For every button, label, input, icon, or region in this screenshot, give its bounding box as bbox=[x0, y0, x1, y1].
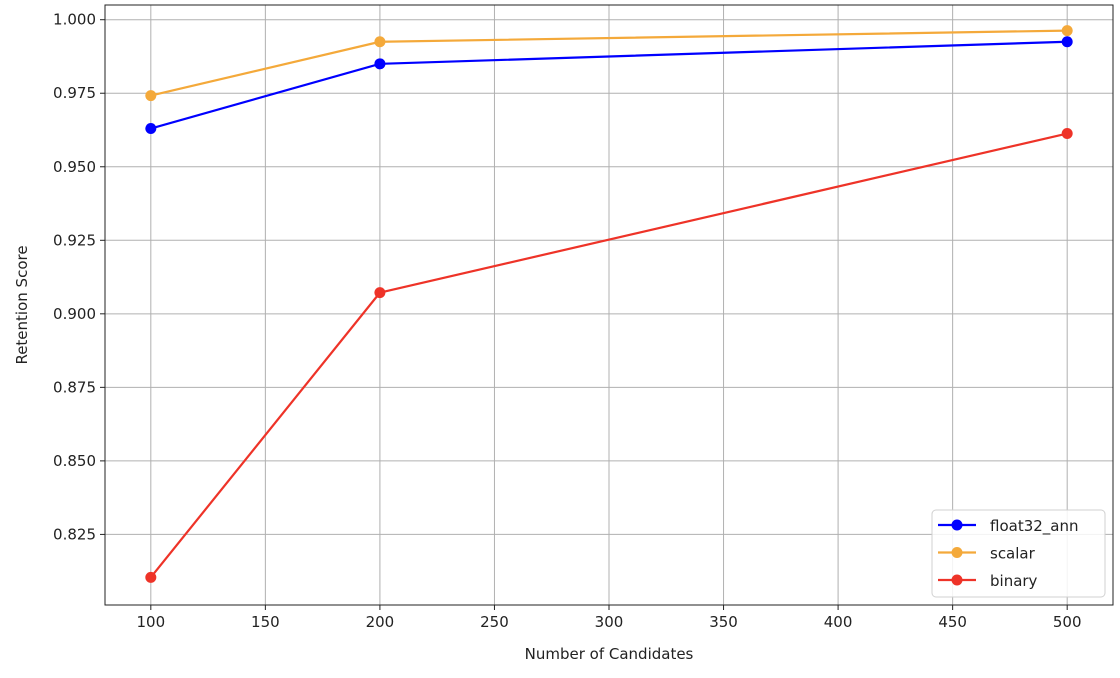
data-point-binary bbox=[1061, 128, 1073, 140]
legend-box bbox=[931, 509, 1106, 598]
y-tick-label: 0.925 bbox=[53, 231, 96, 249]
legend-marker bbox=[951, 574, 963, 586]
data-point-scalar bbox=[1061, 25, 1073, 37]
x-tick-label: 450 bbox=[938, 613, 967, 631]
y-tick-label: 0.875 bbox=[53, 378, 96, 396]
x-tick-label: 350 bbox=[709, 613, 738, 631]
ticks: 100 150 200 250 300 350 400 450 500 0.825 0.850 0.8… bbox=[53, 11, 1081, 631]
y-tick-label: 0.850 bbox=[53, 452, 96, 470]
x-tick-label: 500 bbox=[1053, 613, 1082, 631]
y-axis-label: Retention Score bbox=[13, 245, 31, 364]
y-tick-label: 0.900 bbox=[53, 305, 96, 323]
data-point-scalar bbox=[145, 90, 157, 102]
y-tick-label: 1.000 bbox=[53, 11, 96, 29]
x-axis-label: Number of Candidates bbox=[525, 645, 694, 663]
data-point-binary bbox=[145, 571, 157, 583]
x-tick-label: 250 bbox=[480, 613, 509, 631]
x-tick-label: 200 bbox=[366, 613, 395, 631]
data-point-scalar bbox=[374, 36, 386, 48]
x-tick-label: 150 bbox=[251, 613, 280, 631]
legend-marker bbox=[951, 519, 963, 531]
legend-label: binary bbox=[990, 572, 1038, 590]
data-point-float32_ann bbox=[1061, 36, 1073, 48]
legend-marker bbox=[951, 547, 963, 558]
legend-label: scalar bbox=[990, 545, 1036, 563]
y-tick-label: 0.825 bbox=[53, 525, 96, 543]
x-tick-label: 100 bbox=[136, 613, 165, 631]
data-point-float32_ann bbox=[374, 58, 386, 70]
y-tick-label: 0.950 bbox=[53, 158, 96, 176]
data-point-binary bbox=[374, 287, 386, 299]
series-group bbox=[145, 25, 1073, 583]
data-point-float32_ann bbox=[145, 123, 157, 135]
x-tick-label: 300 bbox=[595, 613, 624, 631]
y-tick-label: 0.975 bbox=[53, 84, 96, 102]
legend-label: float32_ann bbox=[990, 517, 1079, 536]
x-tick-label: 400 bbox=[824, 613, 853, 631]
